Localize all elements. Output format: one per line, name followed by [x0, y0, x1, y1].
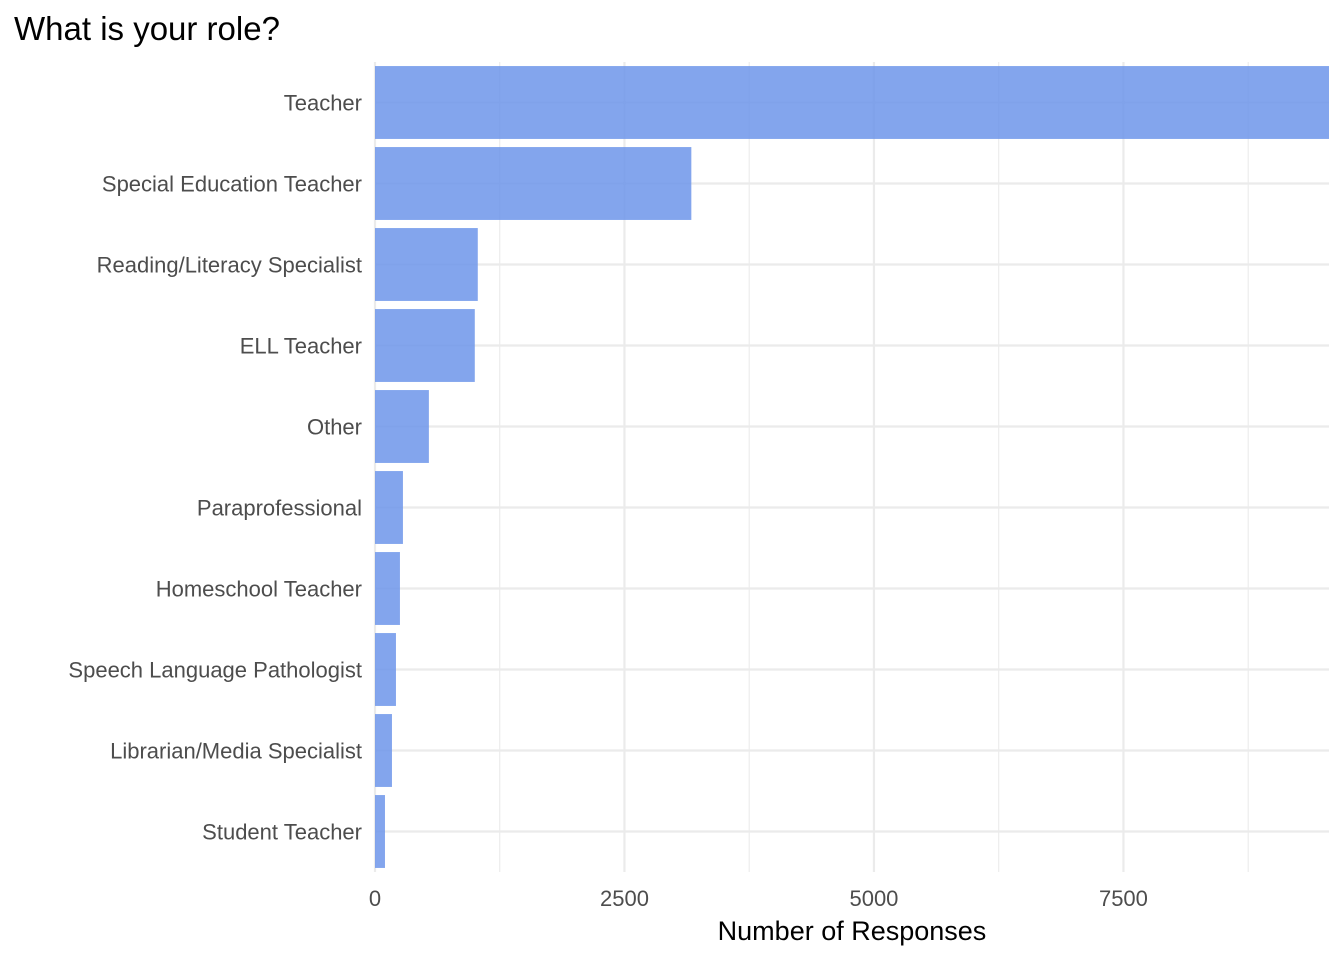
x-axis-title: Number of Responses [718, 916, 987, 946]
bar-librarian-media-specialist [375, 714, 392, 787]
category-label: Other [307, 415, 362, 440]
category-label: Homeschool Teacher [156, 577, 362, 602]
category-label: ELL Teacher [240, 334, 362, 359]
x-tick-labels: 0 2500 5000 7500 [369, 886, 1148, 911]
chart-title: What is your role? [14, 10, 280, 47]
category-label: Paraprofessional [197, 496, 362, 521]
bar-ell-teacher [375, 309, 475, 382]
category-labels: Teacher Special Education Teacher Reading/… [68, 91, 362, 845]
bar-speech-language-pathologist [375, 633, 396, 706]
category-label: Speech Language Pathologist [68, 658, 362, 683]
bars [375, 66, 1329, 868]
category-label: Teacher [284, 91, 362, 116]
bar-paraprofessional [375, 471, 403, 544]
bar-special-education-teacher [375, 147, 692, 220]
x-tick-label: 5000 [849, 886, 898, 911]
bar-student-teacher [375, 795, 385, 868]
bar-homeschool-teacher [375, 552, 400, 625]
x-tick-label: 7500 [1099, 886, 1148, 911]
category-label: Librarian/Media Specialist [110, 739, 362, 764]
bar-teacher [375, 66, 1329, 139]
category-label: Special Education Teacher [102, 172, 362, 197]
category-label: Reading/Literacy Specialist [97, 253, 362, 278]
bar-other [375, 390, 429, 463]
bar-reading-literacy-specialist [375, 228, 478, 301]
x-tick-label: 0 [369, 886, 381, 911]
category-label: Student Teacher [202, 820, 362, 845]
x-tick-label: 2500 [600, 886, 649, 911]
